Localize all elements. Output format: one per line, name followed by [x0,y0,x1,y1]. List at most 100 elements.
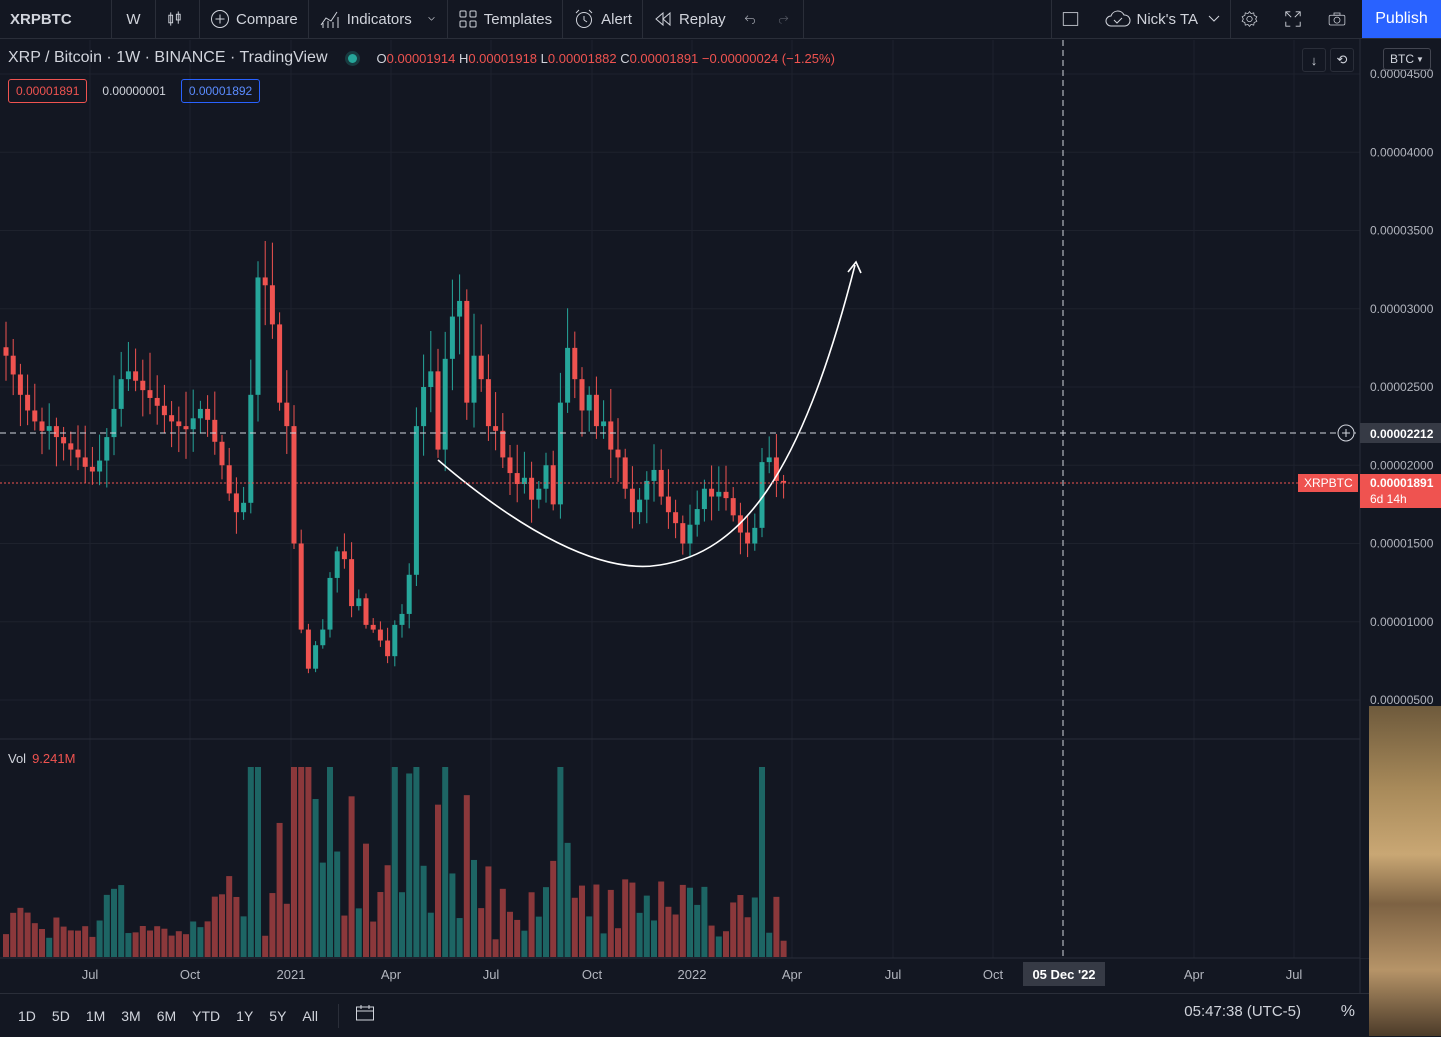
volume-bar [82,926,89,957]
candle-body [514,473,520,485]
date-range-button[interactable] [355,1004,375,1027]
timezone-clock[interactable]: 05:47:38 (UTC-5) [1184,1003,1301,1020]
volume-bar [535,916,542,957]
high-label: H [458,50,469,66]
timeframe-button-5d[interactable]: 5D [51,1007,70,1024]
alert-button[interactable]: Alert [563,0,643,38]
volume-bar [334,851,341,957]
publish-button[interactable]: Publish [1362,0,1441,38]
volume-bar [161,928,168,957]
price-tick-label: 0.00001000 [1370,615,1434,629]
compare-button[interactable]: Compare [200,0,309,38]
candle-body [320,629,326,646]
volume-bar [615,928,621,957]
candle-body [53,426,59,438]
candle-body [3,347,9,356]
timeframe-button-1y[interactable]: 1Y [236,1007,254,1024]
candle-body [61,437,67,444]
time-tick-label: Oct [983,967,1004,982]
candle-body [161,405,167,416]
indicators-button[interactable]: Indicators [309,0,422,38]
timeframe-button-5y[interactable]: 5Y [269,1007,287,1024]
replay-label: Replay [678,10,726,28]
candle-body [219,441,225,466]
price-axis-ticks: 0.00004500 0.00004000 0.00003500 0.00003000… [1370,67,1434,707]
volume-bar [550,860,557,957]
volume-bar [355,908,362,957]
timeframe-button-all[interactable]: All [302,1007,318,1024]
fullscreen-button[interactable] [1274,0,1318,38]
symbol-search-button[interactable]: XRPBTC [0,0,112,38]
layout-name-label: Nick's TA [1136,10,1198,28]
price-tick-label: 0.00000500 [1370,693,1434,707]
settings-button[interactable] [1230,0,1274,38]
buy-sell-panel: 0.00001891 0.00000001 0.00001892 [8,79,261,103]
volume-bar [492,939,499,957]
candle-body [298,543,304,630]
timeframe-list: 1D 5D 1M 3M 6M YTD 1Y 5Y All [10,1008,326,1024]
replay-button[interactable]: Replay [643,0,736,38]
volume-bar [269,893,276,957]
candle-body [759,462,765,528]
rounded-bottom-curve-drawing[interactable] [437,264,856,568]
candle-body [709,488,715,497]
price-tick-label: 0.00003000 [1370,302,1434,316]
candle-body [665,496,671,513]
candle-body [651,469,657,481]
redo-button[interactable] [770,0,804,38]
candle-body [377,629,383,641]
candle-body [406,574,412,614]
candle-body [421,387,427,427]
curve-arrow-head [847,260,862,274]
volume-bar [3,934,9,957]
volume-bar [499,888,506,957]
volume-bar [10,912,17,957]
scale-currency-label: BTC [1390,52,1415,66]
maximize-pane-button[interactable]: ⟲ [1330,48,1354,72]
timeframe-button-ytd[interactable]: YTD [192,1007,221,1024]
scale-currency-select[interactable]: BTC ▼ [1383,48,1431,70]
time-tick-label: Apr [782,967,803,982]
timeframe-button-1m[interactable]: 1M [85,1007,106,1024]
timeframe-button-6m[interactable]: 6M [156,1007,177,1024]
layout-save-button[interactable]: Nick's TA [1095,0,1230,38]
undo-button[interactable] [736,0,770,38]
fullscreen-layout-button[interactable] [1050,0,1095,38]
rewind-icon [655,11,671,27]
price-tick-label: 0.00004500 [1370,67,1434,81]
indicators-dropdown[interactable] [422,0,448,38]
plus-circle-icon [211,10,229,28]
timeframe-button-1d[interactable]: 1D [18,1007,36,1024]
templates-button[interactable]: Templates [448,0,564,38]
price-tick-label: 0.00002000 [1370,458,1434,472]
symbol-title[interactable]: XRP / Bitcoin · 1W · BINANCE · TradingVi… [8,49,328,66]
templates-label: Templates [483,10,553,28]
timeframe-button-3m[interactable]: 3M [121,1007,141,1024]
candle-body [550,465,556,505]
percent-scale-toggle[interactable]: % [1340,1003,1355,1020]
close-value: 0.00001891 [629,50,699,66]
snapshot-button[interactable] [1318,0,1362,38]
candle-body [536,488,542,500]
chevron-down-icon [428,17,435,21]
buy-button[interactable]: 0.00001892 [180,79,261,103]
sell-button[interactable]: 0.00001891 [8,79,88,103]
volume-bar [190,921,197,957]
volume-bar [651,920,657,957]
volume-title[interactable]: Vol [8,751,27,766]
symbol-label: XRPBTC [10,10,72,28]
time-tick-label: Jul [885,967,902,982]
scroll-down-button[interactable]: ↓ [1302,48,1326,72]
redo-icon [778,15,788,24]
interval-button[interactable]: W [112,0,156,38]
toolbar-right-group: Nick's TA [1050,0,1362,38]
volume-bar [60,926,67,957]
volume-bar [629,882,636,957]
candle-body [622,457,628,489]
price-chart[interactable]: 0.00004500 0.00004000 0.00003500 0.00003000… [0,39,1441,994]
market-status-icon[interactable] [347,53,357,63]
candle-body [197,408,203,419]
volume-bar [17,907,24,957]
time-tick-label: Jul [82,967,99,982]
chart-type-button[interactable] [156,0,200,38]
